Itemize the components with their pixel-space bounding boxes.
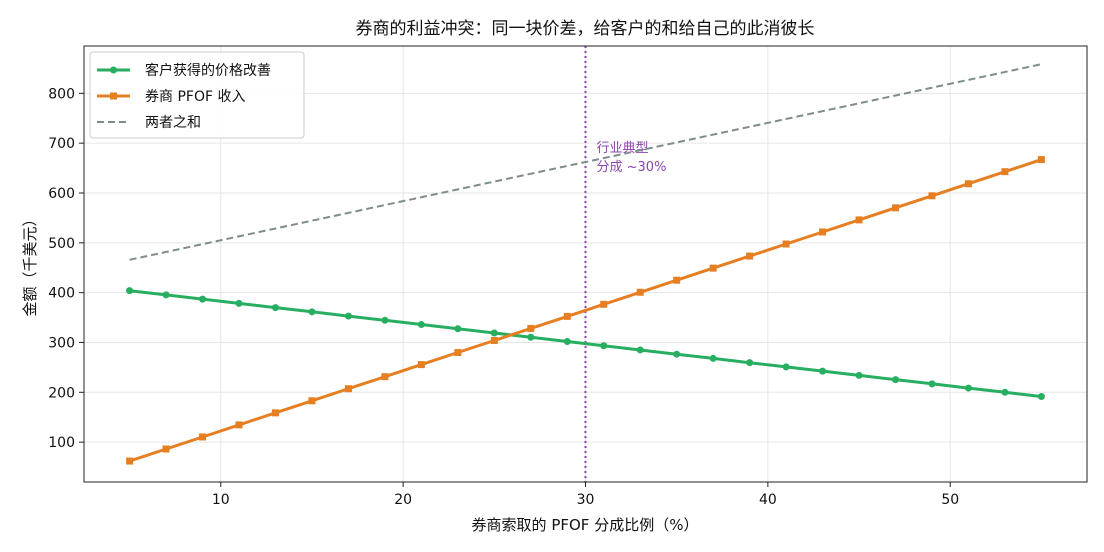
annotation-line-1: 行业典型	[597, 141, 649, 156]
data-point	[892, 204, 900, 212]
data-point	[819, 228, 827, 236]
x-tick-label: 20	[394, 492, 412, 508]
legend-item-1: 客户获得的价格改善	[97, 62, 271, 79]
data-point	[271, 409, 279, 417]
data-point	[126, 287, 134, 295]
data-point	[235, 421, 243, 429]
x-tick-label: 10	[212, 492, 230, 508]
x-tick-label: 40	[759, 492, 777, 508]
axes: 10 20 30 40 50 100 200 300 400 500 600 700 800	[48, 86, 959, 508]
legend-item-3: 两者之和	[97, 115, 201, 131]
series-line	[129, 158, 1042, 463]
data-point	[855, 216, 863, 224]
data-point	[162, 291, 170, 299]
data-point	[964, 180, 972, 188]
data-point	[1001, 168, 1009, 176]
data-point	[417, 321, 425, 329]
data-point	[1037, 156, 1045, 164]
data-point	[1037, 393, 1045, 401]
data-point	[709, 264, 717, 272]
data-point	[126, 457, 134, 465]
data-point	[673, 276, 681, 284]
series-1	[126, 287, 1045, 401]
data-point	[600, 342, 608, 350]
y-tick-label: 100	[48, 435, 75, 451]
data-point	[527, 333, 535, 341]
data-point	[928, 192, 936, 200]
data-point	[381, 373, 389, 381]
legend-box	[89, 51, 305, 139]
legend-label: 两者之和	[145, 115, 201, 131]
y-tick-label: 800	[48, 86, 75, 102]
legend-item-2: 券商 PFOF 收入	[97, 89, 245, 105]
data-point	[892, 376, 900, 384]
legend-marker	[110, 66, 117, 74]
y-axis-title: 金额（千美元）	[21, 211, 39, 316]
y-tick-label: 200	[48, 385, 75, 401]
data-point	[855, 371, 863, 379]
data-point	[746, 359, 754, 367]
data-point	[600, 300, 608, 308]
data-point	[490, 329, 498, 337]
series-line	[129, 63, 1042, 261]
data-point	[490, 336, 498, 344]
annotation-line-2: 分成 ~30%	[597, 160, 667, 175]
legend-marker	[110, 92, 117, 100]
series-3	[129, 63, 1042, 261]
series-2	[126, 156, 1045, 465]
y-tick-label: 600	[48, 186, 75, 202]
data-point	[636, 288, 644, 296]
data-point	[308, 397, 316, 405]
data-point	[454, 349, 462, 357]
y-tick-label: 300	[48, 335, 75, 351]
chart-title: 券商的利益冲突：同一块价差，给客户的和给自己的此消彼长	[356, 19, 815, 39]
data-point	[1001, 388, 1009, 396]
data-point	[381, 316, 389, 324]
data-point	[709, 354, 717, 362]
data-point	[563, 337, 571, 345]
data-point	[199, 433, 207, 441]
data-point	[819, 367, 827, 375]
data-point	[454, 325, 462, 333]
y-tick-label: 400	[48, 286, 75, 302]
x-axis-title: 券商索取的 PFOF 分成比例（%）	[472, 516, 699, 534]
x-tick-label: 50	[941, 492, 959, 508]
legend-label: 客户获得的价格改善	[145, 62, 271, 79]
data-point	[746, 252, 754, 260]
data-point	[782, 363, 790, 371]
y-tick-label: 700	[48, 136, 75, 152]
data-point	[199, 295, 207, 303]
data-point	[964, 384, 972, 392]
data-point	[527, 324, 535, 332]
data-point	[344, 385, 352, 393]
data-point	[308, 308, 316, 316]
data-point	[782, 240, 790, 248]
data-point	[563, 312, 571, 320]
data-point	[417, 361, 425, 369]
data-point	[636, 346, 644, 354]
data-point	[162, 445, 170, 453]
x-tick-label: 30	[577, 492, 595, 508]
series-line	[129, 289, 1042, 398]
data-point	[271, 304, 279, 312]
data-point	[673, 350, 681, 358]
data-point	[235, 299, 243, 307]
data-point	[928, 380, 936, 388]
series-layer	[126, 63, 1045, 465]
data-point	[344, 312, 352, 320]
y-tick-label: 500	[48, 236, 75, 252]
legend-label: 券商 PFOF 收入	[145, 89, 245, 105]
